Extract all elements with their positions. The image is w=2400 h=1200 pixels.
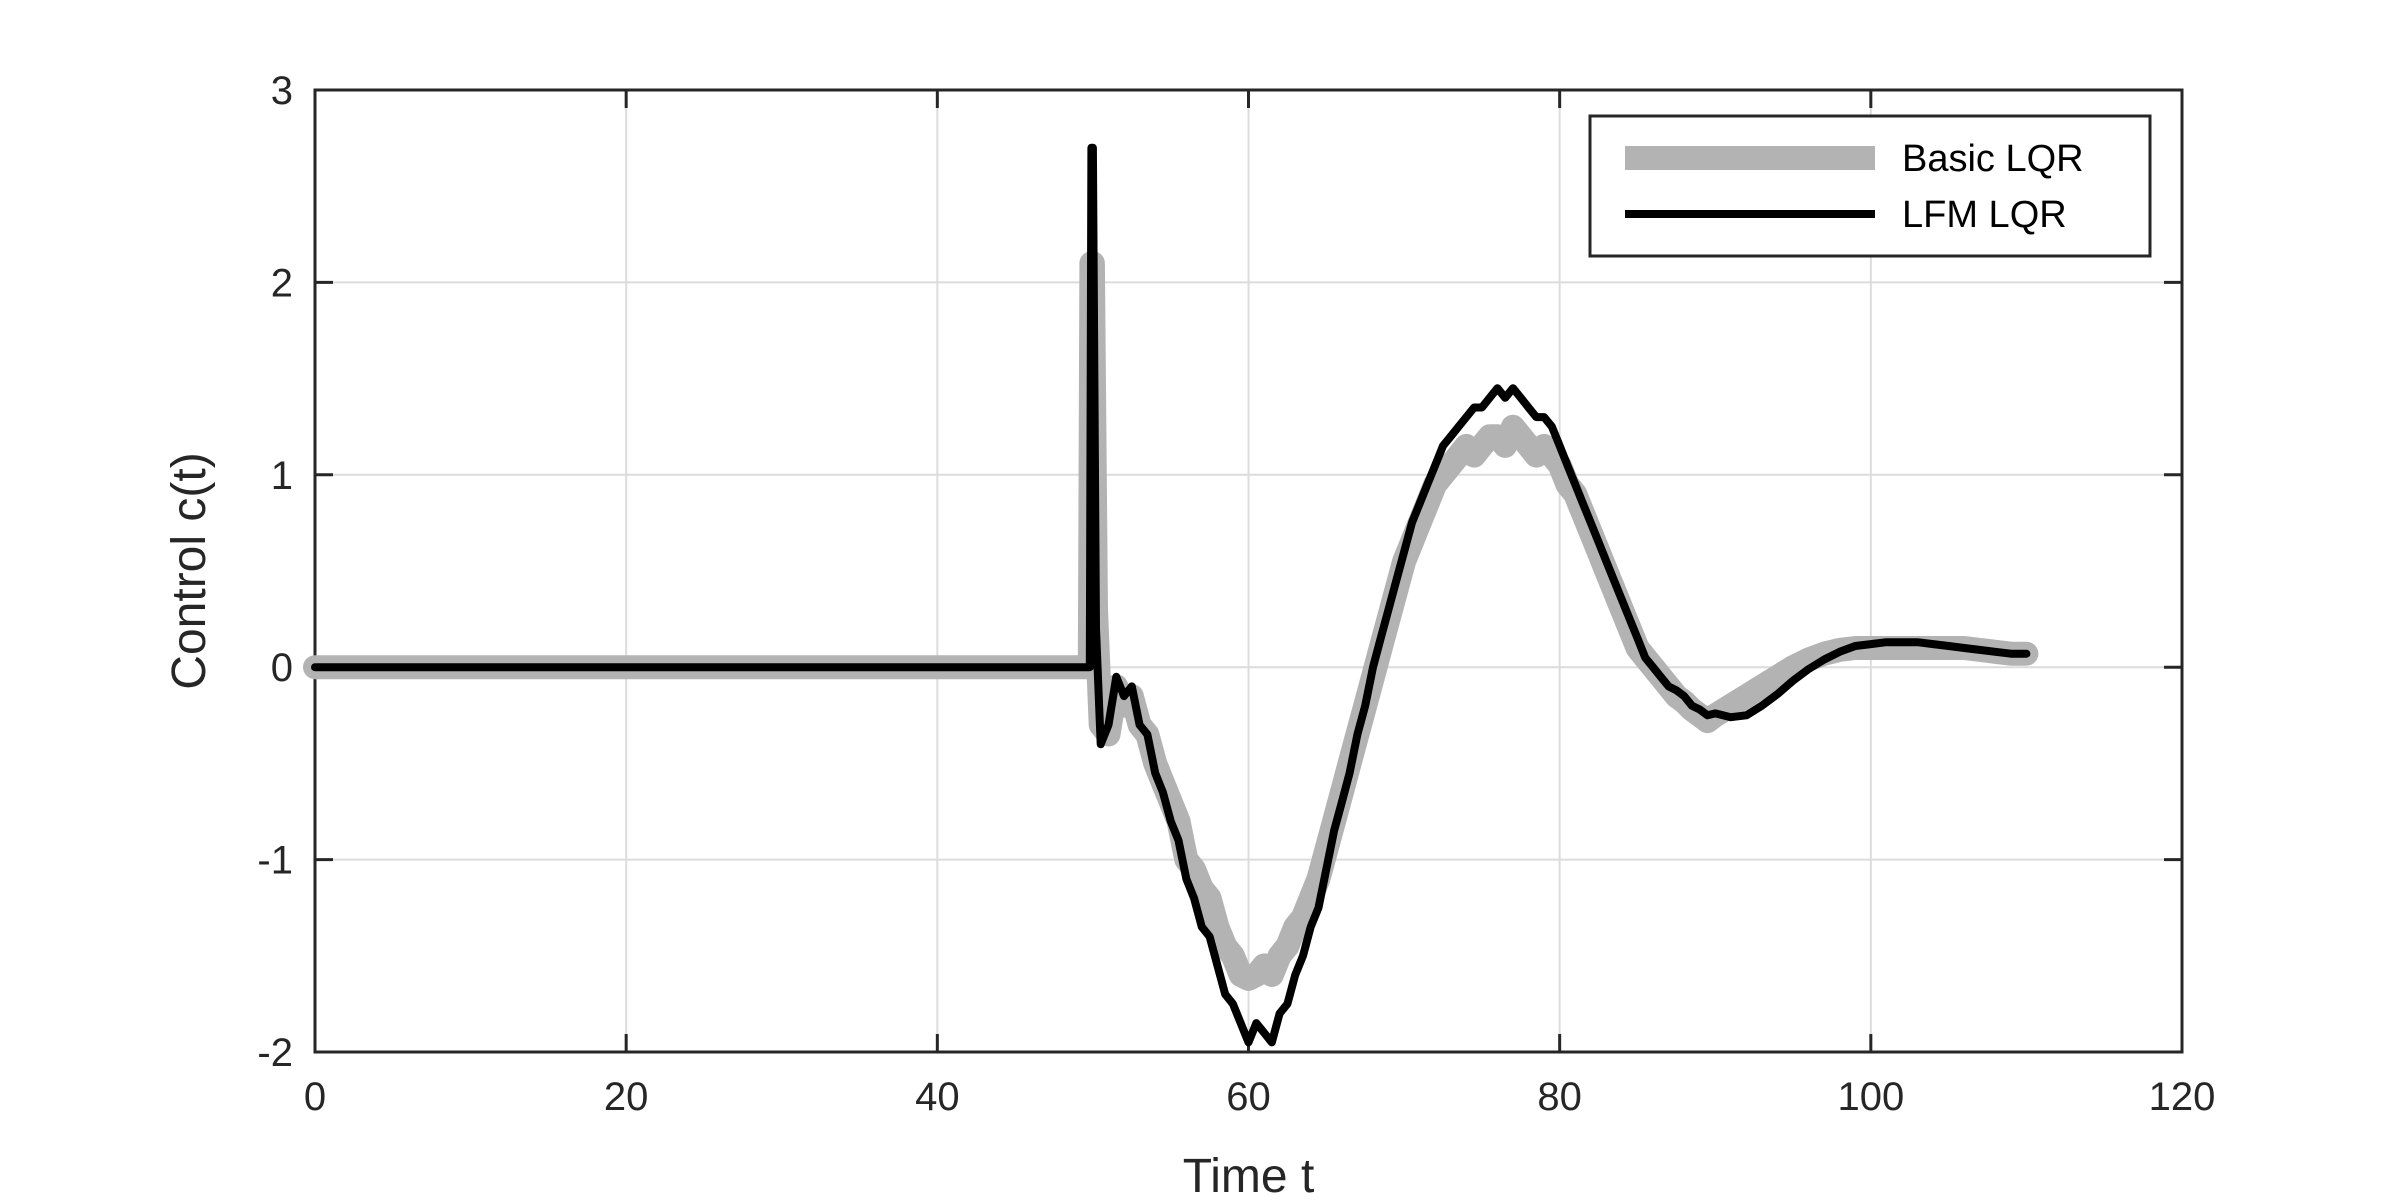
y-tick-label: 3 [271,69,293,113]
series-line-basic-lqr [303,251,2039,991]
x-tick-label: 0 [304,1075,326,1119]
x-tick-label: 80 [1537,1075,1582,1119]
series-layer [303,143,2039,1047]
x-tick-label: 20 [604,1075,649,1119]
legend-label-basic-lqr: Basic LQR [1902,138,2084,180]
x-tick-label: 60 [1226,1075,1271,1119]
tick-labels: 0 20 40 60 80 100 120 -2 -1 0 1 2 3 [257,69,2215,1119]
y-tick-label: -2 [257,1031,293,1075]
axis-ticks [313,88,2184,1054]
y-tick-label: -1 [257,839,293,883]
x-axis-label: Time t [1183,1150,1315,1200]
legend-label-lfm-lqr: LFM LQR [1902,194,2067,236]
x-tick-label: 40 [915,1075,960,1119]
y-axis-label: Control c(t) [163,452,216,689]
x-tick-label: 120 [2149,1075,2216,1119]
x-tick-label: 100 [1837,1075,1904,1119]
y-tick-label: 1 [271,454,293,498]
legend-box [1588,114,2152,258]
y-tick-label: 0 [271,646,293,690]
y-tick-label: 2 [271,261,293,305]
series-line-lfm-lqr [311,143,2031,1047]
legend: Basic LQR LFM LQR [1588,114,2152,258]
